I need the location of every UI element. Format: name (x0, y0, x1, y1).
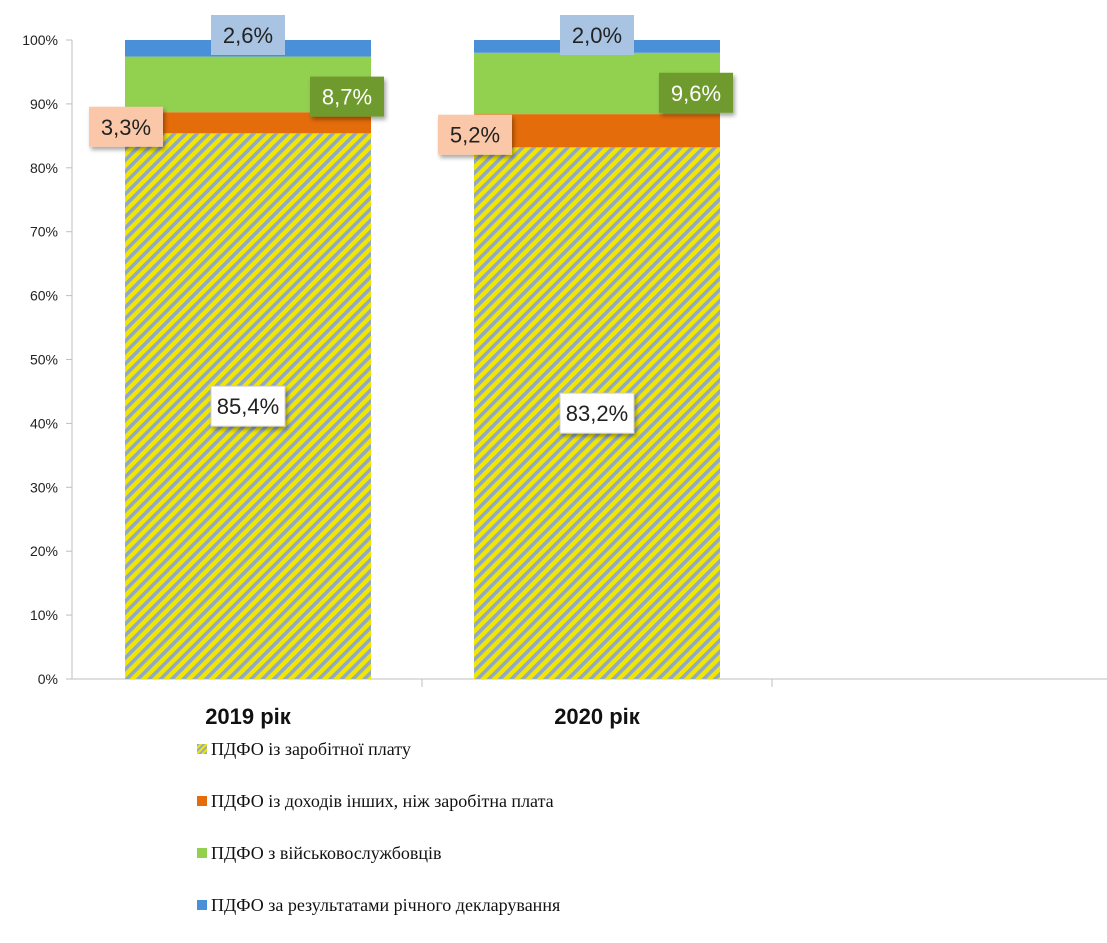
data-label-box (659, 72, 733, 113)
legend-swatch-declaration (197, 900, 207, 910)
data-label-s2-c1: 9,6% (659, 72, 733, 113)
data-label-box (438, 114, 512, 155)
data-label-text: 85,4% (217, 394, 279, 419)
bar-segment-s1-c1 (474, 114, 720, 148)
legend-item-wages: ПДФО із заробітної плату (197, 735, 897, 763)
y-tick-label: 70% (30, 224, 58, 240)
y-tick-label: 80% (30, 160, 58, 176)
y-tick-label: 90% (30, 96, 58, 112)
data-label-text: 2,6% (223, 23, 273, 48)
data-label-text: 3,3% (101, 115, 151, 140)
data-label-s2-c0: 8,7% (310, 76, 384, 117)
axis-layer: 0% 10% 20% 30% 40% 50% 60% 70% 80% 90% 100% 2019 рі… (22, 32, 1107, 729)
data-label-text: 2,0% (572, 23, 622, 48)
data-label-box (310, 76, 384, 117)
stacked-bar-chart: 0% 10% 20% 30% 40% 50% 60% 70% 80% 90% 100% 2019 рі… (22, 15, 1107, 729)
data-label-box (559, 392, 635, 434)
legend-label-military: ПДФО з військовослужбовців (211, 842, 442, 863)
y-tick-label: 60% (30, 288, 58, 304)
bar-segment-s1-c0 (125, 112, 371, 134)
data-label-s1-c0: 3,3% (89, 106, 163, 147)
legend-item-declaration: ПДФО за результатами річного декларуванн… (197, 891, 897, 919)
y-tick-label: 50% (30, 352, 58, 368)
labels-layer: 85,4% 83,2% 3,3% 5,2% 8,7% 9,6% 2,6% 2,0% (89, 15, 733, 434)
legend-swatch-military (197, 848, 207, 858)
y-tick-label: 20% (30, 543, 58, 559)
category-label: 2019 рік (205, 704, 292, 729)
legend-swatch-other-income (197, 796, 207, 806)
legend-item-military: ПДФО з військовослужбовців (197, 839, 897, 867)
legend-swatch-wages (197, 744, 207, 754)
data-label-box (560, 15, 634, 55)
data-label-box (89, 106, 163, 147)
data-label-s0-c1: 83,2% (559, 392, 635, 434)
data-label-s3-c1: 2,0% (560, 15, 634, 55)
legend-label-other-income: ПДФО із доходів інших, ніж заробітна пла… (211, 790, 554, 811)
data-label-s3-c0: 2,6% (211, 15, 285, 55)
legend-label-declaration: ПДФО за результатами річного декларуванн… (211, 894, 561, 915)
data-label-box (211, 15, 285, 55)
y-tick-label: 10% (30, 607, 58, 623)
data-label-s1-c1: 5,2% (438, 114, 512, 155)
data-label-box (210, 385, 286, 427)
y-tick-label: 0% (38, 671, 58, 687)
legend: ПДФО із заробітної плату ПДФО із доходів… (197, 735, 897, 943)
legend-item-other-income: ПДФО із доходів інших, ніж заробітна пла… (197, 787, 897, 815)
y-tick-label: 40% (30, 415, 58, 431)
legend-label-wages: ПДФО із заробітної плату (211, 738, 411, 759)
data-label-text: 9,6% (671, 81, 721, 106)
data-label-text: 83,2% (566, 401, 628, 426)
data-label-s0-c0: 85,4% (210, 385, 286, 427)
data-label-text: 8,7% (322, 85, 372, 110)
y-tick-label: 30% (30, 479, 58, 495)
category-label: 2020 рік (554, 704, 641, 729)
data-label-text: 5,2% (450, 123, 500, 148)
bars-layer (125, 40, 720, 680)
y-tick-label: 100% (22, 32, 58, 48)
